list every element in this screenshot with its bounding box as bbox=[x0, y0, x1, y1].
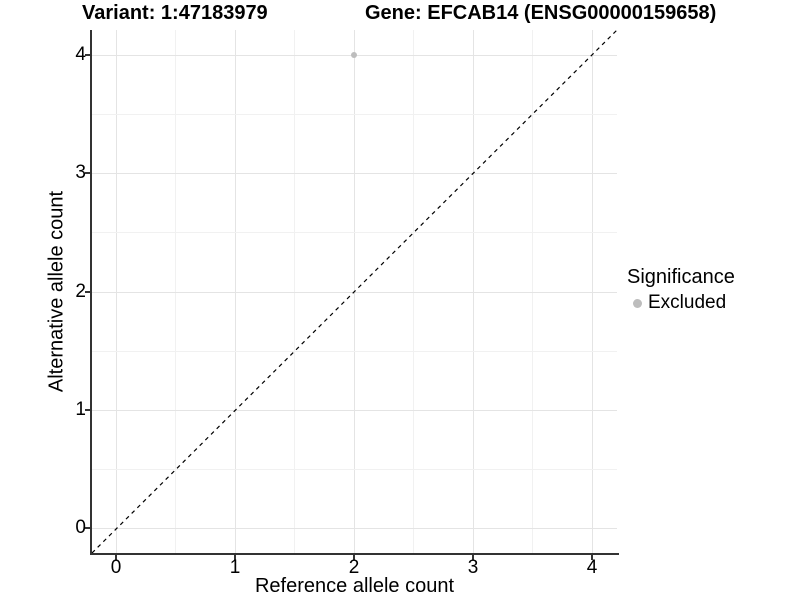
y-tick-label: 1 bbox=[75, 399, 86, 420]
gridline-major-vertical bbox=[592, 30, 593, 553]
identity-line bbox=[92, 30, 617, 553]
x-axis-line bbox=[90, 553, 619, 555]
gridline-minor-horizontal bbox=[92, 114, 617, 115]
data-point-excluded bbox=[351, 52, 357, 58]
gene-title: Gene: EFCAB14 (ENSG00000159658) bbox=[365, 2, 717, 24]
gridline-minor-vertical bbox=[294, 30, 295, 553]
y-tick-label: 3 bbox=[75, 162, 86, 183]
panel-canvas bbox=[92, 30, 617, 553]
gridline-major-vertical bbox=[473, 30, 474, 553]
x-axis-title: Reference allele count bbox=[254, 575, 454, 597]
x-tick-label: 0 bbox=[110, 557, 122, 578]
y-tick-label: 4 bbox=[75, 44, 86, 65]
gridline-major-vertical bbox=[235, 30, 236, 553]
x-tick-label: 3 bbox=[467, 557, 479, 578]
gridline-major-vertical bbox=[116, 30, 117, 553]
y-tick bbox=[85, 291, 90, 293]
x-tick bbox=[472, 555, 474, 560]
x-tick bbox=[591, 555, 593, 560]
gridline-minor-vertical bbox=[175, 30, 176, 553]
y-axis-title: Alternative allele count bbox=[45, 190, 68, 393]
x-tick-label: 2 bbox=[348, 557, 360, 578]
x-tick-label: 4 bbox=[586, 557, 598, 578]
gridline-major-horizontal bbox=[92, 528, 617, 529]
legend-item-label: Excluded bbox=[648, 292, 727, 313]
plot-panel bbox=[92, 30, 617, 553]
y-axis-line bbox=[90, 30, 92, 555]
y-tick bbox=[85, 527, 90, 529]
gridline-minor-horizontal bbox=[92, 469, 617, 470]
y-tick bbox=[85, 409, 90, 411]
legend: Significance Excluded bbox=[627, 266, 797, 314]
gridline-minor-horizontal bbox=[92, 232, 617, 233]
y-tick bbox=[85, 54, 90, 56]
x-tick bbox=[353, 555, 355, 560]
x-tick bbox=[115, 555, 117, 560]
y-tick-label: 0 bbox=[75, 517, 86, 538]
gridline-minor-horizontal bbox=[92, 351, 617, 352]
gridline-major-horizontal bbox=[92, 410, 617, 411]
gridline-minor-vertical bbox=[413, 30, 414, 553]
y-tick-label: 2 bbox=[75, 281, 86, 302]
legend-item-excluded: Excluded bbox=[627, 292, 797, 314]
variant-title: Variant: 1:47183979 bbox=[82, 2, 268, 24]
legend-title: Significance bbox=[627, 266, 735, 288]
gridline-major-horizontal bbox=[92, 292, 617, 293]
excluded-point-icon bbox=[633, 298, 642, 308]
gridline-major-horizontal bbox=[92, 173, 617, 174]
x-tick bbox=[234, 555, 236, 560]
x-tick-label: 1 bbox=[229, 557, 241, 578]
y-tick bbox=[85, 172, 90, 174]
gridline-minor-vertical bbox=[532, 30, 533, 553]
